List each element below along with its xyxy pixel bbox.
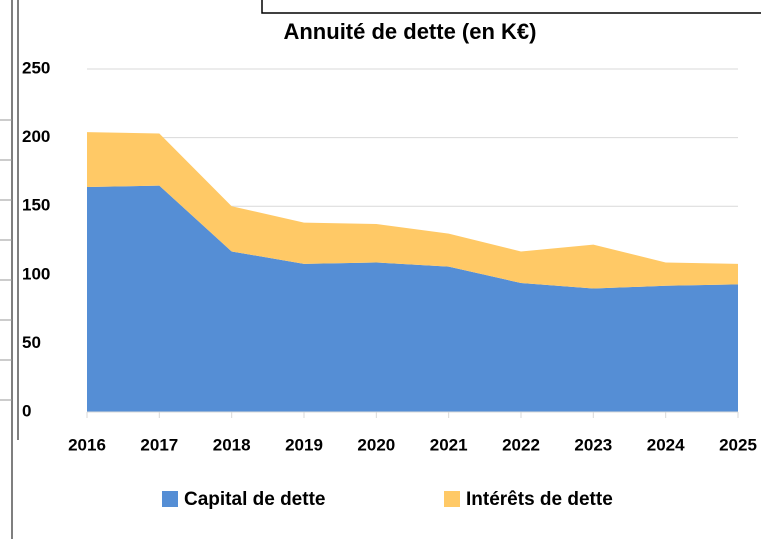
x-tick-label: 2018: [213, 435, 251, 454]
x-tick-label: 2019: [285, 435, 323, 454]
legend-label: Intérêts de dette: [466, 489, 613, 510]
x-tick-label: 2021: [430, 435, 468, 454]
x-tick-label: 2025: [719, 435, 757, 454]
x-tick-label: 2016: [68, 435, 106, 454]
y-tick-label: 50: [22, 333, 41, 352]
row-lines: [0, 119, 12, 401]
y-tick-label: 200: [22, 127, 50, 146]
y-tick-label: 100: [22, 264, 50, 283]
y-tick-label: 150: [22, 196, 50, 215]
x-tick-label: 2024: [647, 435, 685, 454]
chart-title: Annuité de dette (en K€): [283, 19, 536, 44]
x-tick-label: 2020: [357, 435, 395, 454]
area: [87, 132, 738, 289]
area: [87, 185, 738, 412]
y-tick-label: 0: [22, 401, 31, 420]
x-tick-label: 2023: [574, 435, 612, 454]
x-tick-label: 2017: [140, 435, 178, 454]
legend-swatch: [162, 491, 178, 507]
legend-swatch: [444, 491, 460, 507]
y-tick-label: 250: [22, 58, 50, 77]
frame-box: [261, 0, 761, 14]
legend-label: Capital de dette: [184, 489, 325, 510]
x-tick-label: 2022: [502, 435, 540, 454]
